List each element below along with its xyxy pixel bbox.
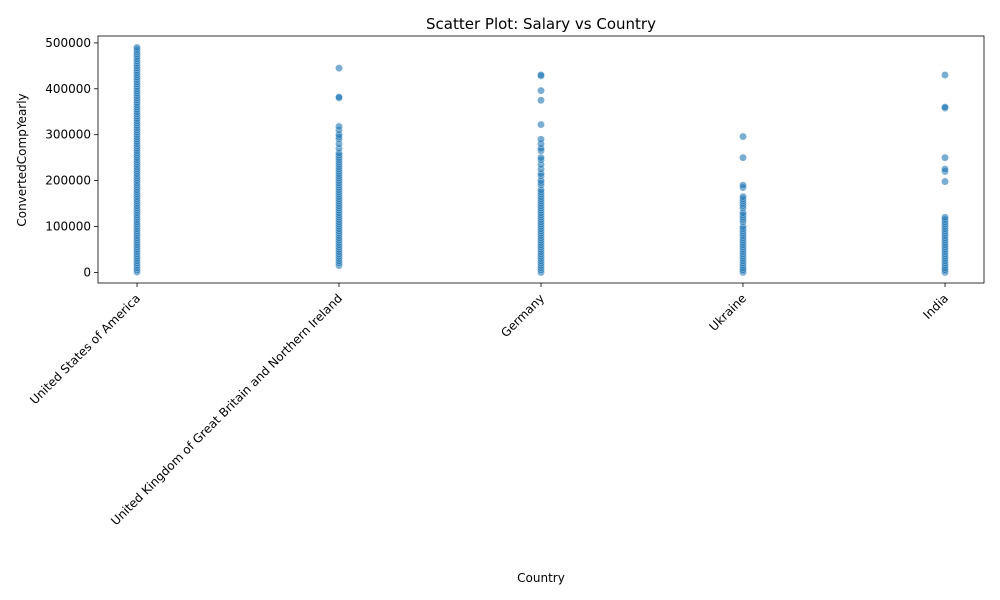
chart-title: Scatter Plot: Salary vs Country	[426, 15, 656, 33]
scatter-point	[335, 93, 343, 101]
scatter-point	[537, 135, 545, 144]
scatter-point	[739, 192, 747, 201]
x-tick-label: United States of America	[27, 291, 143, 407]
scatter-point	[941, 71, 949, 79]
x-tick-label: India	[920, 291, 951, 322]
y-tick-label: 100000	[45, 220, 91, 234]
scatter-point	[739, 153, 747, 162]
scatter-point	[537, 71, 545, 79]
scatter-point	[941, 177, 949, 186]
x-tick-label: United Kingdom of Great Britain and Nort…	[108, 291, 345, 528]
y-tick-label: 500000	[45, 36, 91, 50]
scatter-point	[941, 103, 949, 112]
y-tick-label: 200000	[45, 174, 91, 188]
scatter-point	[335, 122, 343, 131]
y-tick-label: 0	[83, 265, 91, 279]
y-tick-label: 300000	[45, 128, 91, 142]
scatter-point	[941, 165, 949, 173]
y-axis: 0 100000 200000 300000 400000 500000	[45, 36, 98, 279]
scatter-point	[537, 96, 545, 105]
y-tick-label: 400000	[45, 82, 91, 96]
x-tick-label: Ukraine	[706, 291, 749, 334]
scatter-point	[941, 213, 949, 222]
scatter-point	[537, 86, 545, 95]
y-axis-label: ConvertedCompYearly	[15, 93, 29, 226]
scatter-point	[739, 132, 747, 141]
x-tick-label: Germany	[498, 291, 547, 340]
scatter-point	[133, 43, 141, 52]
scatter-point	[941, 153, 949, 162]
scatter-point	[739, 181, 747, 190]
scatter-point	[537, 153, 545, 162]
points-layer	[133, 43, 949, 277]
x-axis-label: Country	[517, 571, 565, 585]
scatter-point	[335, 64, 343, 72]
scatter-point	[537, 120, 545, 129]
